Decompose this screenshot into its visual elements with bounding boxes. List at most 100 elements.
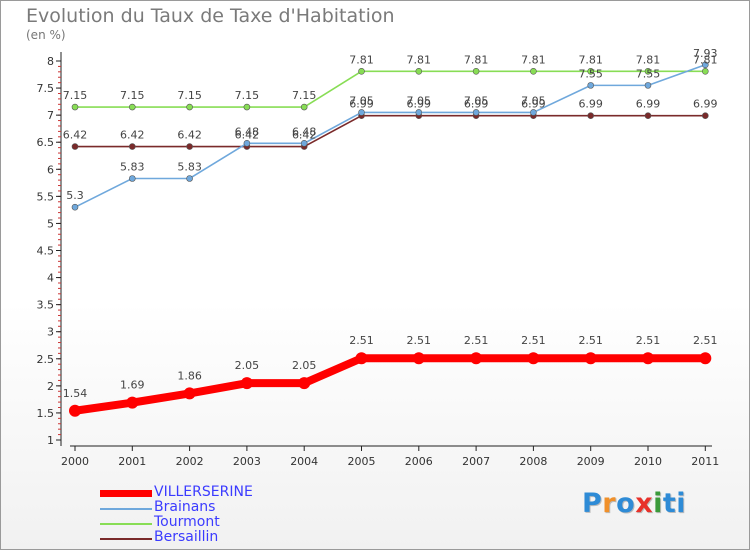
data-label-tourmont: 7.81 [636, 53, 661, 66]
data-label-bersaillin: 6.99 [521, 98, 546, 111]
data-label-bersaillin: 6.99 [693, 98, 718, 111]
data-label-brainans: 7.55 [578, 67, 603, 80]
data-label-villerserine: 2.51 [464, 334, 489, 347]
x-tick-label: 2009 [577, 455, 605, 468]
legend-label: Tourmont [154, 514, 220, 530]
data-point-brainans [129, 175, 136, 182]
data-point-tourmont [243, 103, 251, 111]
data-label-tourmont: 7.15 [235, 89, 260, 102]
y-tick-label: 7.5 [37, 82, 55, 95]
data-point-villerserine [69, 404, 81, 417]
y-tick-label: 3 [47, 326, 54, 339]
data-point-tourmont [358, 67, 365, 75]
y-tick-label: 1.5 [37, 407, 55, 420]
data-label-villerserine: 2.51 [693, 334, 718, 347]
data-point-brainans [530, 109, 537, 116]
data-label-bersaillin: 6.42 [292, 129, 317, 142]
data-point-tourmont [701, 67, 709, 75]
data-point-villerserine [240, 377, 253, 390]
data-label-bersaillin: 6.99 [407, 98, 432, 111]
data-label-tourmont: 7.15 [177, 89, 202, 102]
legend-swatch [100, 490, 152, 497]
data-point-villerserine [584, 352, 597, 365]
data-label-villerserine: 2.05 [235, 359, 260, 372]
data-point-brainans [701, 61, 709, 69]
data-label-villerserine: 1.69 [120, 379, 145, 392]
data-point-tourmont [300, 103, 308, 111]
data-label-bersaillin: 6.42 [120, 129, 145, 142]
x-tick-label: 2001 [118, 455, 146, 468]
data-point-brainans [587, 82, 595, 89]
data-label-bersaillin: 6.42 [235, 129, 260, 142]
legend-swatch [100, 508, 152, 510]
data-label-tourmont: 7.81 [521, 53, 546, 66]
x-tick-label: 2006 [405, 455, 433, 468]
data-label-villerserine: 2.51 [521, 334, 546, 347]
x-tick-label: 2008 [519, 455, 547, 468]
x-tick-label: 2002 [176, 455, 204, 468]
data-label-brainans: 5.3 [66, 189, 84, 202]
y-tick-label: 3.5 [37, 299, 55, 312]
data-label-bersaillin: 6.42 [63, 129, 88, 142]
data-point-villerserine [126, 396, 139, 409]
chart-title: Evolution du Taux de Taxe d'Habitation [26, 5, 395, 27]
data-point-bersaillin [644, 112, 652, 119]
legend-swatch [100, 538, 152, 540]
data-label-tourmont: 7.81 [407, 53, 432, 66]
data-label-tourmont: 7.15 [120, 89, 145, 102]
data-point-tourmont [415, 67, 423, 75]
data-point-bersaillin [587, 112, 595, 119]
data-point-tourmont [587, 67, 595, 75]
x-tick-label: 2000 [61, 455, 89, 468]
data-point-villerserine [470, 352, 483, 365]
chart-unit-label: (en %) [26, 28, 66, 42]
data-point-tourmont [530, 67, 537, 75]
data-point-villerserine [642, 352, 654, 365]
data-point-bersaillin [129, 143, 136, 150]
data-point-villerserine [527, 352, 540, 365]
y-tick-label: 2 [47, 380, 54, 393]
data-label-villerserine: 1.54 [63, 387, 88, 400]
data-point-villerserine [183, 387, 196, 400]
data-label-villerserine: 2.51 [407, 334, 432, 347]
y-tick-label: 8 [47, 55, 54, 68]
y-tick-label: 4 [47, 272, 54, 285]
data-label-brainans: 5.83 [120, 160, 145, 173]
y-tick-label: 1 [47, 434, 54, 447]
y-tick-label: 5.5 [37, 190, 55, 203]
series-line-tourmont [74, 70, 707, 108]
data-label-bersaillin: 6.99 [349, 98, 374, 111]
legend-swatch [100, 523, 152, 525]
data-label-brainans: 5.83 [177, 160, 202, 173]
y-tick-label: 4.5 [37, 245, 55, 258]
x-tick-label: 2007 [462, 455, 490, 468]
data-point-bersaillin [701, 112, 709, 119]
data-label-tourmont: 7.81 [693, 53, 718, 66]
data-label-villerserine: 2.51 [636, 334, 661, 347]
data-point-villerserine [412, 352, 425, 365]
data-point-brainans [71, 203, 79, 211]
x-tick-label: 2003 [233, 455, 261, 468]
x-tick-label: 2004 [290, 455, 318, 468]
data-label-brainans: 6.48 [292, 125, 317, 138]
data-label-brainans: 7.93 [693, 47, 718, 60]
data-label-tourmont: 7.81 [349, 53, 374, 66]
data-point-brainans [300, 139, 308, 147]
legend-label: VILLERSERINE [154, 484, 253, 500]
data-point-tourmont [71, 103, 79, 111]
data-label-brainans: 7.55 [636, 67, 661, 80]
data-label-villerserine: 1.86 [177, 369, 202, 382]
y-tick-label: 5 [47, 217, 54, 230]
data-point-tourmont [472, 67, 480, 75]
data-point-brainans [644, 82, 652, 89]
proxiti-logo: Proxiti [582, 488, 687, 519]
data-label-brainans: 7.05 [407, 94, 432, 107]
data-label-brainans: 7.05 [464, 94, 489, 107]
data-point-brainans [358, 109, 365, 116]
series-line-bersaillin [74, 114, 707, 148]
data-point-brainans [243, 139, 251, 147]
legend-label: Bersaillin [154, 529, 219, 545]
data-label-bersaillin: 6.99 [464, 98, 489, 111]
